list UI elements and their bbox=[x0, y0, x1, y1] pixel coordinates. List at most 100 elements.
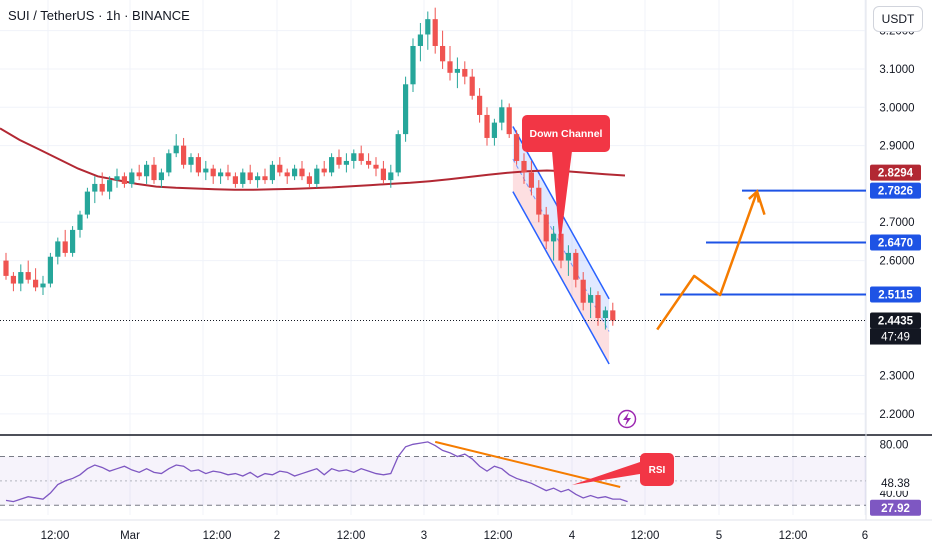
candle[interactable] bbox=[284, 168, 290, 184]
candle[interactable] bbox=[610, 302, 616, 326]
candle[interactable] bbox=[580, 272, 586, 311]
candle[interactable] bbox=[484, 107, 490, 146]
candle[interactable] bbox=[25, 260, 31, 284]
candle[interactable] bbox=[255, 172, 261, 188]
candle[interactable] bbox=[129, 168, 135, 188]
candle[interactable] bbox=[373, 157, 379, 177]
candle[interactable] bbox=[40, 275, 46, 296]
candle[interactable] bbox=[440, 30, 446, 69]
candle[interactable] bbox=[114, 168, 120, 188]
candle[interactable] bbox=[269, 160, 275, 184]
candle[interactable] bbox=[329, 153, 335, 177]
level-price-label[interactable]: 2.8294 bbox=[870, 164, 921, 181]
candle[interactable] bbox=[321, 160, 327, 177]
candle[interactable] bbox=[565, 245, 571, 276]
candle[interactable] bbox=[262, 168, 268, 184]
candle[interactable] bbox=[247, 164, 253, 184]
candle[interactable] bbox=[218, 168, 224, 184]
candle[interactable] bbox=[573, 249, 579, 288]
candle[interactable] bbox=[77, 210, 83, 238]
level-price-label[interactable]: 2.5115 bbox=[870, 286, 921, 303]
candle[interactable] bbox=[107, 176, 113, 200]
candle[interactable] bbox=[602, 306, 608, 330]
candle[interactable] bbox=[395, 130, 401, 177]
candle[interactable] bbox=[588, 287, 594, 319]
level-price-label[interactable]: 2.6470 bbox=[870, 234, 921, 251]
moving-average-line[interactable] bbox=[0, 127, 626, 191]
candle[interactable] bbox=[55, 237, 61, 265]
candle[interactable] bbox=[158, 168, 164, 188]
candle[interactable] bbox=[425, 11, 431, 50]
candle[interactable] bbox=[388, 164, 394, 188]
candle[interactable] bbox=[18, 264, 24, 292]
candle[interactable] bbox=[454, 57, 460, 89]
candle[interactable] bbox=[514, 130, 520, 165]
candle[interactable] bbox=[70, 226, 76, 257]
candle[interactable] bbox=[306, 172, 312, 188]
candle[interactable] bbox=[136, 164, 142, 181]
candle[interactable] bbox=[432, 7, 438, 54]
candle[interactable] bbox=[403, 76, 409, 142]
candle[interactable] bbox=[314, 164, 320, 188]
candle[interactable] bbox=[195, 153, 201, 177]
down-channel-callout[interactable]: Down Channel bbox=[522, 115, 610, 246]
candle[interactable] bbox=[166, 149, 172, 177]
candle[interactable] bbox=[151, 157, 157, 184]
candle[interactable] bbox=[47, 252, 53, 288]
candle[interactable] bbox=[469, 68, 475, 100]
candle[interactable] bbox=[299, 160, 305, 181]
candle[interactable] bbox=[181, 137, 187, 169]
candle[interactable] bbox=[351, 149, 357, 169]
candle[interactable] bbox=[144, 160, 150, 184]
rsi-line[interactable] bbox=[5, 441, 628, 503]
rsi-callout[interactable]: RSI bbox=[572, 453, 674, 486]
candle[interactable] bbox=[366, 153, 372, 169]
candle[interactable] bbox=[277, 157, 283, 177]
candle[interactable] bbox=[173, 134, 179, 158]
candle[interactable] bbox=[536, 180, 542, 223]
candle[interactable] bbox=[3, 252, 9, 280]
candle[interactable] bbox=[380, 160, 386, 184]
candle[interactable] bbox=[92, 176, 98, 204]
candle[interactable] bbox=[499, 99, 505, 131]
rsi-value-label[interactable]: 27.92 bbox=[870, 499, 921, 516]
candle[interactable] bbox=[521, 153, 527, 184]
candle[interactable] bbox=[462, 61, 468, 85]
candle[interactable] bbox=[410, 38, 416, 92]
level-price-label[interactable]: 2.7826 bbox=[870, 182, 921, 199]
candle[interactable] bbox=[551, 226, 557, 261]
candle[interactable] bbox=[447, 45, 453, 81]
candle[interactable] bbox=[343, 153, 349, 173]
candle[interactable] bbox=[62, 229, 68, 257]
candle[interactable] bbox=[336, 149, 342, 169]
candle[interactable] bbox=[188, 153, 194, 173]
candle[interactable] bbox=[543, 206, 549, 250]
candle[interactable] bbox=[506, 103, 512, 138]
candle[interactable] bbox=[491, 118, 497, 146]
channel-lower-line[interactable] bbox=[512, 191, 610, 365]
currency-button[interactable]: USDT bbox=[873, 6, 923, 32]
candle[interactable] bbox=[240, 168, 246, 188]
candle-body bbox=[292, 168, 298, 177]
candle[interactable] bbox=[292, 164, 298, 181]
candle[interactable] bbox=[99, 172, 105, 196]
candle[interactable] bbox=[477, 88, 483, 123]
lightning-icon[interactable] bbox=[617, 409, 637, 429]
candle[interactable] bbox=[595, 291, 601, 326]
candle[interactable] bbox=[417, 22, 423, 62]
current-price-label[interactable]: 2.4435 bbox=[870, 312, 921, 329]
candle[interactable] bbox=[210, 164, 216, 184]
candle[interactable] bbox=[225, 164, 231, 181]
price-label-text: 2.4435 bbox=[878, 316, 914, 328]
candle[interactable] bbox=[121, 172, 127, 188]
candle[interactable] bbox=[84, 187, 90, 219]
symbol-header[interactable]: SUI / TetherUS · 1h · BINANCE bbox=[8, 8, 190, 23]
candle[interactable] bbox=[10, 272, 16, 292]
candle[interactable] bbox=[203, 160, 209, 181]
candle[interactable] bbox=[528, 160, 534, 196]
candle[interactable] bbox=[358, 145, 364, 165]
candle[interactable] bbox=[232, 172, 238, 188]
candle[interactable] bbox=[33, 268, 39, 292]
